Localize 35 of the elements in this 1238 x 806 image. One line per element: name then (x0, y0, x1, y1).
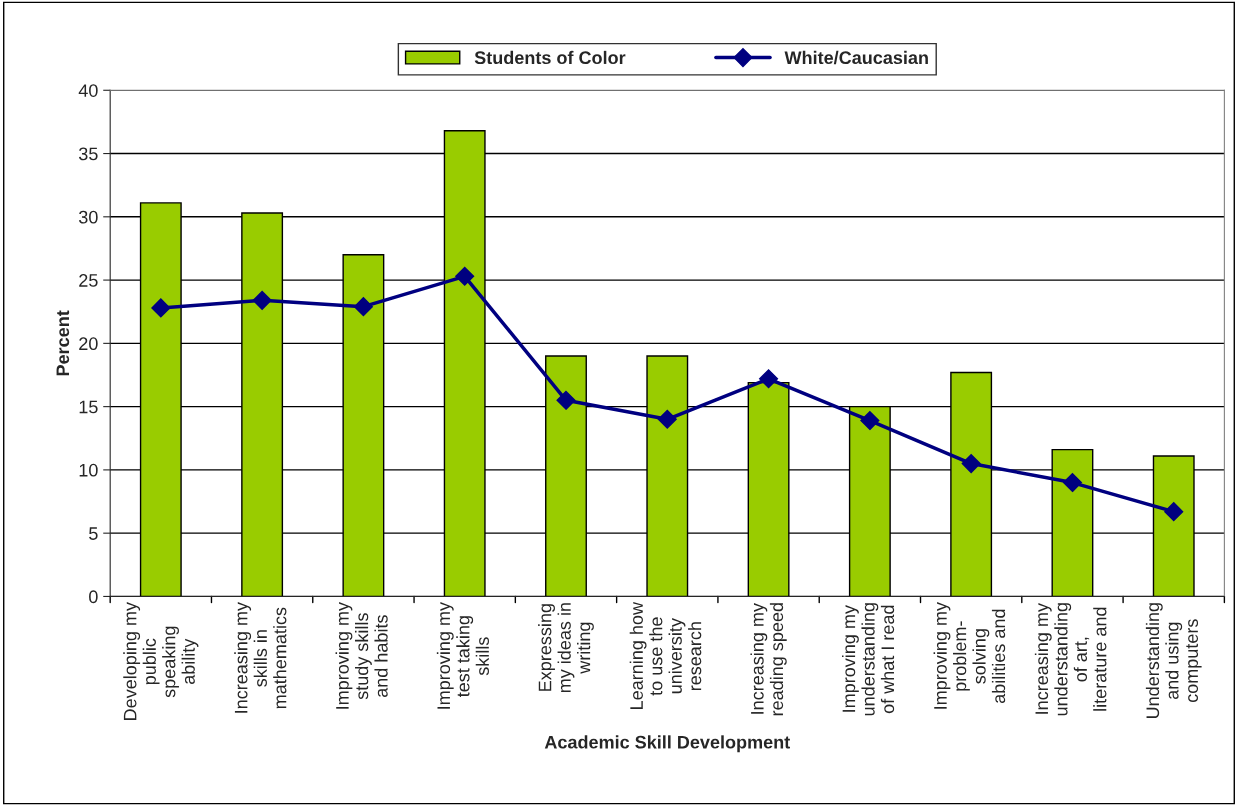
x-tick-label: Increasing my understanding of art, literature and (1034, 603, 1107, 716)
x-tick-label: Developing my public speaking ability (123, 602, 199, 720)
point (252, 290, 272, 310)
point (759, 369, 779, 389)
x-tick-label: Improving my problem- solving abilities and (933, 602, 1006, 709)
x-tick-label: Improving my study skills and habits (335, 602, 388, 709)
legend-label: Students of Color (474, 50, 626, 65)
point (657, 409, 677, 429)
y-tick-label: 5 (89, 527, 98, 540)
y-tick-label: 30 (78, 210, 98, 224)
point (961, 454, 981, 474)
x-tick-label: Increasing my reading speed (750, 603, 787, 716)
y-tick-label: 15 (79, 400, 98, 414)
x-axis-title: Academic Skill Development (544, 735, 790, 753)
y-tick-label: 10 (79, 463, 98, 477)
x-tick-label: Improving my understanding of what I read (842, 603, 895, 716)
x-tick-label: Improving my test taking skills (436, 602, 489, 709)
y-tick-label: 25 (79, 274, 98, 287)
x-tick-label: Increasing my skills in mathematics (234, 602, 287, 713)
y-tick-label: 40 (78, 84, 98, 97)
point (353, 297, 373, 317)
y-tick-label: 0 (89, 590, 98, 604)
legend-label: White/Caucasian (784, 50, 928, 65)
point (455, 266, 475, 286)
x-tick-label: Learning how to use the university research (629, 601, 702, 709)
y-axis-title: Percent (56, 310, 70, 376)
point (556, 390, 576, 410)
y-tick-label: 20 (79, 337, 98, 351)
y-tick-label: 35 (78, 147, 98, 161)
x-tick-label: Understanding and using computers (1145, 603, 1202, 719)
point (151, 298, 171, 318)
x-tick-label: Expressing my ideas in writing (538, 603, 594, 693)
point (1164, 502, 1184, 522)
point (1062, 473, 1082, 493)
point (860, 411, 880, 431)
